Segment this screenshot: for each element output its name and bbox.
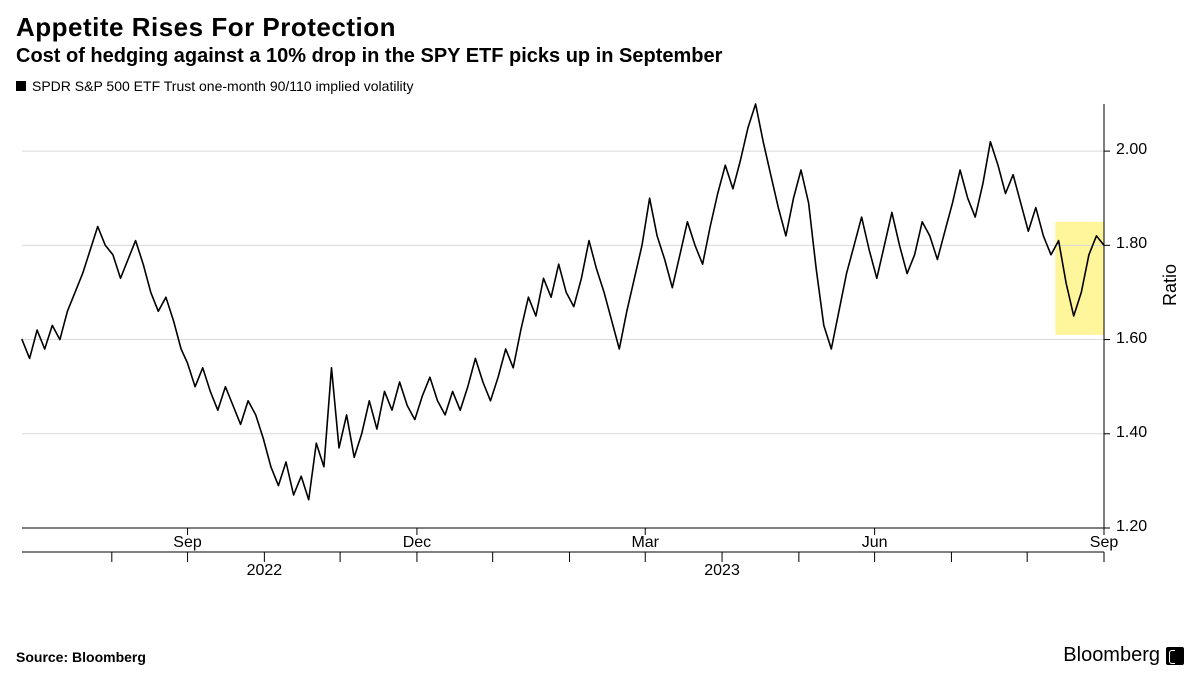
ytick-label: 1.80	[1116, 235, 1147, 253]
xtick-year-label: 2023	[704, 562, 740, 580]
xtick-month-label: Sep	[1090, 534, 1118, 552]
brand-text: Bloomberg	[1063, 644, 1160, 667]
brand-icon	[1166, 647, 1184, 665]
xtick-year-label: 2022	[247, 562, 283, 580]
chart-plot-area: Ratio 1.20 1.40 1.60 1.80 2.00 Sep Dec Mar Jun Se…	[16, 98, 1184, 598]
source-label: Source: Bloomberg	[16, 649, 146, 665]
chart-legend: SPDR S&P 500 ETF Trust one-month 90/110 …	[16, 78, 1184, 94]
chart-svg	[16, 98, 1184, 598]
chart-title: Appetite Rises For Protection	[16, 12, 1184, 43]
ytick-label: 2.00	[1116, 141, 1147, 159]
chart-subtitle: Cost of hedging against a 10% drop in th…	[16, 45, 1184, 68]
xtick-month-label: Sep	[173, 534, 201, 552]
xtick-month-label: Dec	[403, 534, 431, 552]
ytick-label: 1.60	[1116, 330, 1147, 348]
legend-swatch	[16, 81, 26, 91]
xtick-month-label: Jun	[862, 534, 888, 552]
y-axis-label: Ratio	[1160, 264, 1181, 306]
ytick-label: 1.40	[1116, 424, 1147, 442]
chart-container: Appetite Rises For Protection Cost of he…	[0, 0, 1200, 675]
ytick-label: 1.20	[1116, 518, 1147, 536]
brand-label: Bloomberg	[1063, 644, 1184, 667]
xtick-month-label: Mar	[631, 534, 659, 552]
legend-label: SPDR S&P 500 ETF Trust one-month 90/110 …	[32, 78, 414, 94]
